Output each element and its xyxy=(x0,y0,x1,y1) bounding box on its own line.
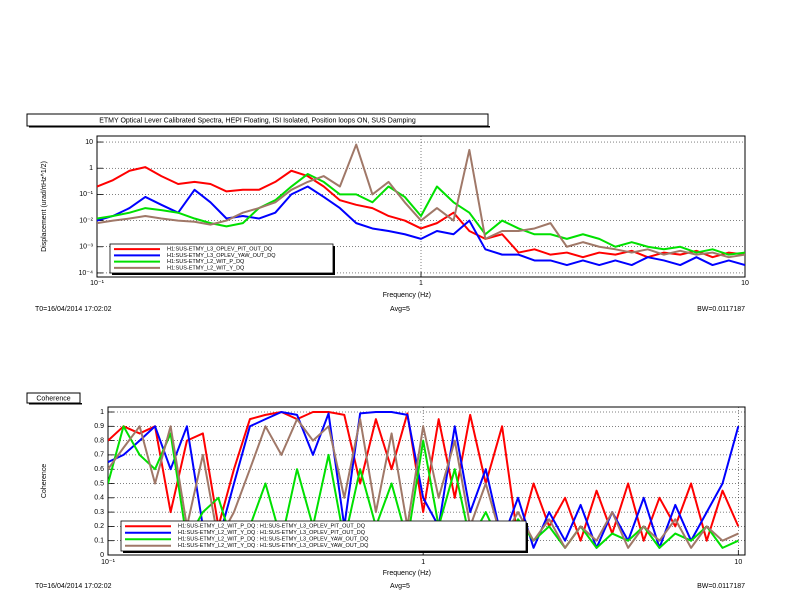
y-axis-label: Displacement (urad/rtHz^1/2) xyxy=(41,161,48,252)
annotation: Avg=5 xyxy=(390,583,410,590)
x-axis-label: Frequency (Hz) xyxy=(383,292,431,299)
y-tick-label: 0.3 xyxy=(94,509,104,516)
y-tick-label: 0.6 xyxy=(94,466,104,473)
title-shadow xyxy=(29,403,82,405)
y-tick-label: 0.4 xyxy=(94,495,104,502)
y-tick-label: 0.2 xyxy=(94,523,104,530)
y-tick-label: 10 xyxy=(85,139,93,146)
y-tick-label: 10⁻¹ xyxy=(79,191,93,198)
y-tick-label: 1 xyxy=(100,409,104,416)
legend-box xyxy=(120,520,527,552)
legend: H1:SUS-ETMY_L2_WIT_P_DQ : H1:SUS-ETMY_L3… xyxy=(120,520,528,553)
x-axis-label: Frequency (Hz) xyxy=(383,570,431,577)
annotation: T0=16/04/2014 17:02:02 xyxy=(35,306,112,313)
x-tick-label: 10⁻¹ xyxy=(90,280,104,287)
y-tick-label: 1 xyxy=(89,165,93,172)
legend-label: H1:SUS-ETMY_L2_WIT_Y_DQ : H1:SUS-ETMY_L3… xyxy=(178,543,369,549)
y-tick-label: 0.1 xyxy=(94,538,104,545)
y-tick-label: 0 xyxy=(100,552,104,559)
annotation: Avg=5 xyxy=(390,306,410,313)
series-line xyxy=(97,143,745,259)
title-shadow xyxy=(29,126,490,128)
x-tick-label: 1 xyxy=(419,280,423,287)
series-line xyxy=(108,425,739,549)
legend-label: H1:SUS-ETMY_L2_WIT_P_DQ : H1:SUS-ETMY_L3… xyxy=(178,537,369,543)
x-tick-label: 10 xyxy=(734,559,742,566)
legend-label: H1:SUS-ETMY_L2_WIT_P_DQ xyxy=(167,259,245,265)
x-tick-label: 10⁻¹ xyxy=(101,559,115,566)
x-tick-label: 10 xyxy=(741,280,749,287)
y-tick-label: 10⁻³ xyxy=(79,244,93,251)
y-tick-label: 10⁻⁴ xyxy=(79,270,94,277)
series-line xyxy=(108,418,739,549)
legend-label: H1:SUS-ETMY_L2_WIT_Y_DQ : H1:SUS-ETMY_L3… xyxy=(178,530,366,536)
legend: H1:SUS-ETMY_L3_OPLEV_PIT_OUT_DQH1:SUS-ET… xyxy=(109,243,335,275)
legend-label: H1:SUS-ETMY_L3_OPLEV_PIT_OUT_DQ xyxy=(167,247,273,253)
legend-label: H1:SUS-ETMY_L2_WIT_Y_DQ xyxy=(167,265,245,271)
annotation: T0=16/04/2014 17:02:02 xyxy=(35,583,112,590)
y-tick-label: 0.5 xyxy=(94,480,104,487)
series-line xyxy=(97,166,745,259)
y-tick-label: 0.8 xyxy=(94,437,104,444)
series-line xyxy=(97,185,745,267)
y-tick-label: 10⁻² xyxy=(79,217,93,224)
y-axis-label: Coherence xyxy=(41,464,48,498)
series-line xyxy=(108,411,740,542)
series-group xyxy=(97,143,745,267)
y-tick-label: 0.7 xyxy=(94,452,104,459)
legend-label: H1:SUS-ETMY_L3_OPLEV_YAW_OUT_DQ xyxy=(167,253,276,259)
annotation: BW=0.0117187 xyxy=(697,583,745,590)
x-tick-label: 1 xyxy=(421,559,425,566)
plot-0: ETMY Optical Lever Calibrated Spectra, H… xyxy=(26,113,749,313)
series-line xyxy=(97,173,745,256)
y-tick-label: 0.9 xyxy=(94,423,104,430)
chart-title: Coherence xyxy=(36,395,70,402)
annotation: BW=0.0117187 xyxy=(697,306,745,313)
legend-label: H1:SUS-ETMY_L2_WIT_P_DQ : H1:SUS-ETMY_L3… xyxy=(178,524,366,530)
chart-title: ETMY Optical Lever Calibrated Spectra, H… xyxy=(99,117,416,124)
plot-1: Coherence 10⁻¹ 1 10 0 0.1 0.2 0.3 0.4 0.5 0.6 0.7 0.… xyxy=(26,392,746,590)
